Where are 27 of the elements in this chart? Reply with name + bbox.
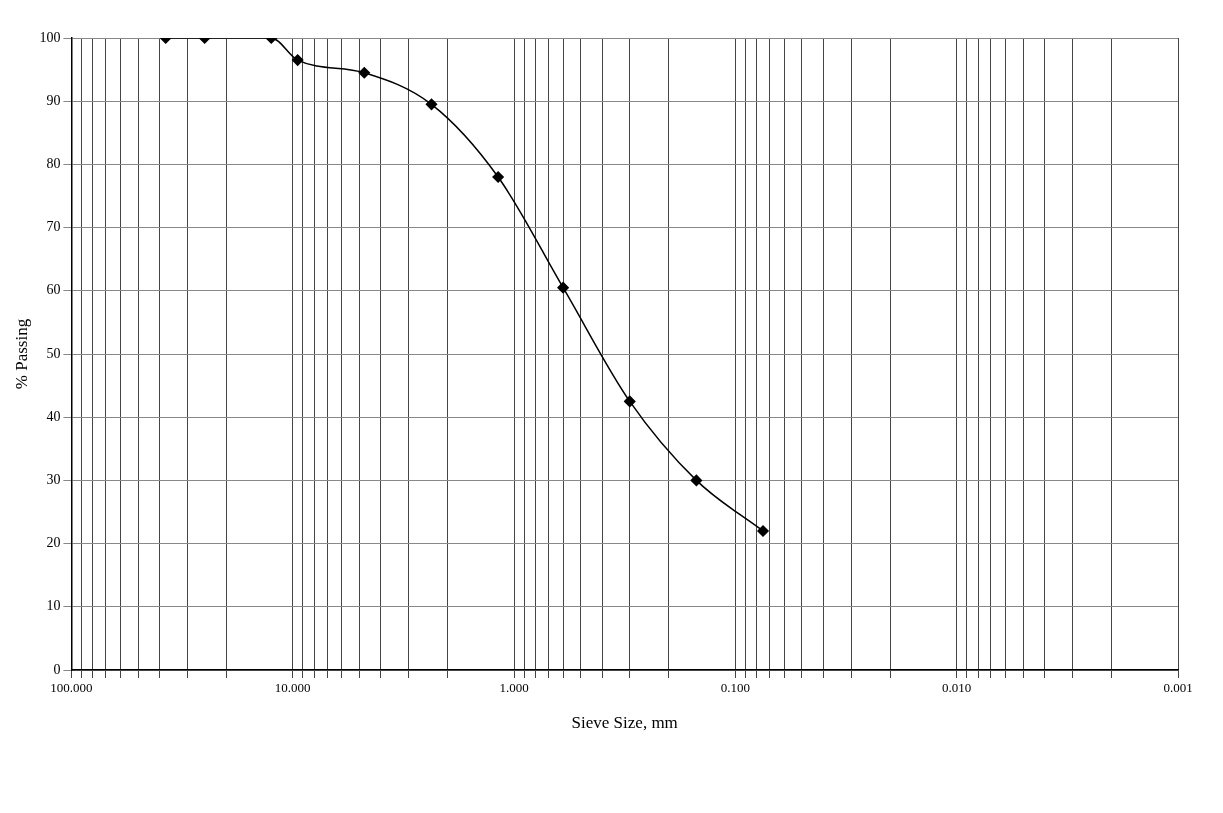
y-tick-label: 30 — [46, 472, 61, 488]
y-tick-label: 10 — [46, 598, 61, 614]
x-tick-label: 1.000 — [499, 680, 529, 696]
y-tick-label: 90 — [46, 92, 61, 108]
y-tick-label: 70 — [46, 219, 61, 235]
point — [425, 98, 438, 111]
x-tick-label: 0.001 — [1163, 680, 1193, 696]
x-tick-label: 0.010 — [942, 680, 972, 696]
x-tick-label: 100.000 — [50, 680, 93, 696]
x-tick-label: 10.000 — [274, 680, 311, 696]
point — [557, 281, 569, 294]
y-tick-label: 0 — [53, 661, 61, 677]
point — [291, 54, 304, 66]
y-tick-label: 40 — [46, 408, 61, 424]
y-tick-label: 80 — [46, 156, 61, 172]
point — [757, 525, 769, 537]
x-tick-label: 0.100 — [720, 680, 750, 696]
y-axis-title: % Passing — [11, 318, 31, 390]
y-tick-label: 100 — [39, 29, 61, 45]
y-tick-label: 60 — [46, 282, 61, 298]
point — [492, 171, 504, 183]
y-tick-label: 20 — [46, 535, 61, 551]
point — [624, 395, 636, 408]
y-tick-label: 50 — [46, 345, 61, 361]
point — [358, 67, 371, 79]
x-axis-title: Sieve Size, mm — [571, 713, 678, 733]
point — [690, 474, 703, 487]
